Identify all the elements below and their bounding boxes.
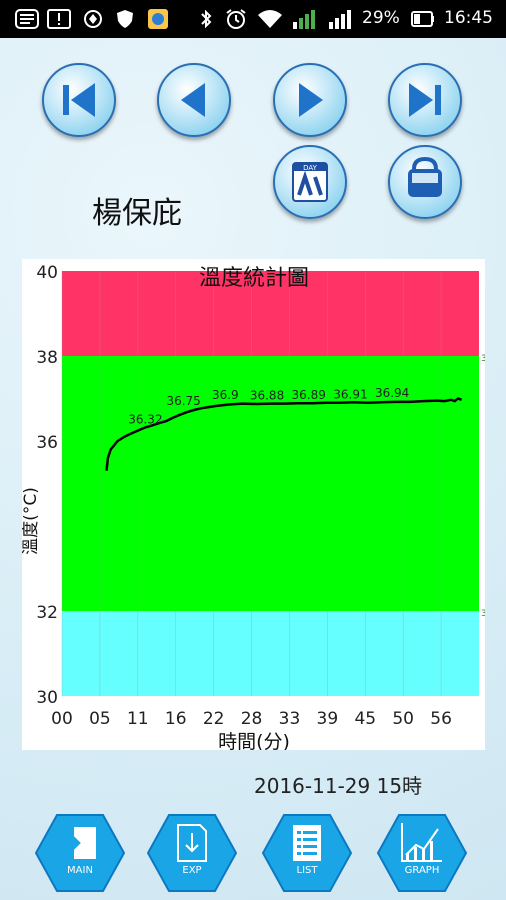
range-band-0 (62, 611, 479, 696)
graph-button[interactable]: GRAPH (376, 813, 468, 893)
x-tick-label: 56 (430, 709, 452, 729)
x-axis-label: 時間(分) (218, 731, 290, 750)
whatsapp-icon (14, 9, 40, 29)
patient-name: 楊保庇 (92, 196, 182, 231)
calendar-button[interactable]: DAY (273, 145, 347, 219)
data-label: 36.32 (128, 412, 162, 426)
arrow-left-icon (181, 83, 205, 117)
data-label: 36.89 (292, 388, 326, 402)
y-tick-label: 40 (36, 263, 58, 283)
x-tick-label: 28 (241, 709, 263, 729)
x-tick-label: 16 (165, 709, 187, 729)
arrow-right-icon (299, 83, 323, 117)
range-band-1 (62, 356, 479, 611)
y-tick-label: 36 (36, 433, 58, 453)
battery-percent: 29% (362, 8, 400, 28)
save-button[interactable] (388, 145, 462, 219)
right-threshold-label: 32 (481, 609, 485, 619)
next-page-button[interactable] (273, 63, 347, 137)
notification-icon (46, 9, 72, 29)
app-icon (82, 9, 104, 29)
signal-icon (326, 9, 356, 29)
graph-icon (401, 823, 442, 862)
last-page-button[interactable] (388, 63, 462, 137)
data-label: 36.91 (333, 387, 367, 401)
x-tick-label: 33 (279, 709, 301, 729)
save-icon (408, 156, 442, 197)
list-icon (293, 825, 321, 861)
x-tick-label: 39 (317, 709, 339, 729)
y-axis-label: 溫度(°C) (22, 487, 41, 555)
signal-icon (290, 9, 320, 29)
range-band-2 (62, 271, 479, 356)
list-button[interactable]: LIST (261, 813, 353, 893)
y-tick-label: 30 (36, 688, 58, 708)
chart-canvas: 30 32 36 38 40 00 05 11 16 22 28 33 39 45 50 56 36.32 3… (21, 263, 493, 753)
calendar-icon: DAY (292, 162, 328, 202)
bluetooth-icon (198, 9, 214, 29)
main-label: MAIN (67, 865, 93, 876)
chart-title: 溫度統計圖 (199, 266, 309, 291)
y-tick-label: 38 (36, 348, 58, 368)
alarm-icon (224, 9, 248, 29)
temperature-chart: 30 32 36 38 40 00 05 11 16 22 28 33 39 45 50 56 36.32 3… (21, 259, 493, 753)
data-label: 36.75 (166, 394, 200, 408)
calendar-badge: DAY (303, 164, 318, 172)
clock: 16:45 (444, 8, 493, 28)
y-tick-label: 32 (36, 603, 58, 623)
export-label: EXP (182, 865, 202, 876)
data-label: 36.94 (375, 386, 409, 400)
main-button[interactable]: MAIN (34, 813, 126, 893)
x-tick-label: 00 (51, 709, 73, 729)
prev-page-button[interactable] (157, 63, 231, 137)
series-line-0 (105, 397, 463, 471)
skip-forward-icon (409, 83, 441, 117)
list-label: LIST (296, 865, 318, 876)
export-button[interactable]: EXP (146, 813, 238, 893)
graph-label: GRAPH (404, 865, 440, 876)
gallery-icon (146, 9, 170, 29)
x-tick-label: 11 (127, 709, 149, 729)
x-tick-label: 45 (354, 709, 376, 729)
date-label: 2016-11-29 15時 (254, 774, 423, 798)
battery-icon (410, 9, 436, 29)
x-tick-label: 05 (89, 709, 111, 729)
wifi-icon (256, 9, 284, 29)
data-label: 36.88 (250, 389, 284, 403)
right-threshold-label: 38 (481, 354, 485, 364)
x-tick-label: 22 (203, 709, 225, 729)
shield-icon (114, 9, 136, 29)
export-icon (177, 824, 207, 862)
main-icon (58, 827, 96, 859)
skip-back-icon (63, 83, 95, 117)
app-body: 楊保庇 DAY 30 32 36 38 40 00 05 11 16 22 28 33 39 45 50 5… (0, 38, 506, 900)
data-label: 36.9 (212, 388, 239, 402)
status-bar: 29% 16:45 (0, 0, 506, 38)
x-tick-label: 50 (392, 709, 414, 729)
first-page-button[interactable] (42, 63, 116, 137)
